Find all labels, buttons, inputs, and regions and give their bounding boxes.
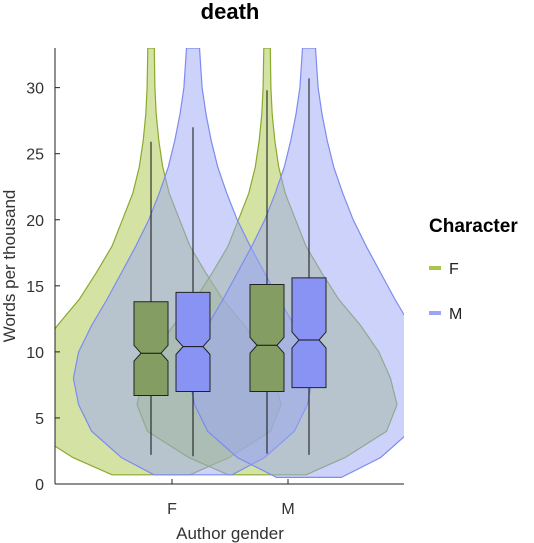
x-axis-label: Author gender: [176, 524, 284, 543]
y-tick-label: 0: [35, 477, 44, 494]
box-m-m: [291, 277, 327, 389]
y-tick-label: 25: [26, 147, 44, 164]
y-tick-label: 10: [26, 345, 44, 362]
axes: [54, 48, 404, 485]
legend-title: Character: [429, 216, 518, 237]
legend-label-f: F: [449, 261, 459, 278]
box-layer: [133, 78, 327, 457]
x-tick-label: M: [281, 501, 294, 518]
y-axis-label: Words per thousand: [0, 190, 19, 343]
violin-layer: [55, 48, 404, 478]
y-tick-label: 5: [35, 411, 44, 428]
box-f-m: [249, 284, 285, 392]
box-m-f: [175, 291, 211, 392]
chart-title: death: [201, 0, 260, 24]
x-tick-label: F: [167, 501, 177, 518]
y-tick-label: 15: [26, 279, 44, 296]
box-f-f: [133, 301, 169, 396]
y-tick-label: 20: [26, 213, 44, 230]
legend: Character F M: [429, 216, 518, 323]
y-tick-label: 30: [26, 81, 44, 98]
y-ticks: 0 5 10 15 20 25 30: [26, 81, 60, 494]
legend-label-m: M: [449, 306, 462, 323]
